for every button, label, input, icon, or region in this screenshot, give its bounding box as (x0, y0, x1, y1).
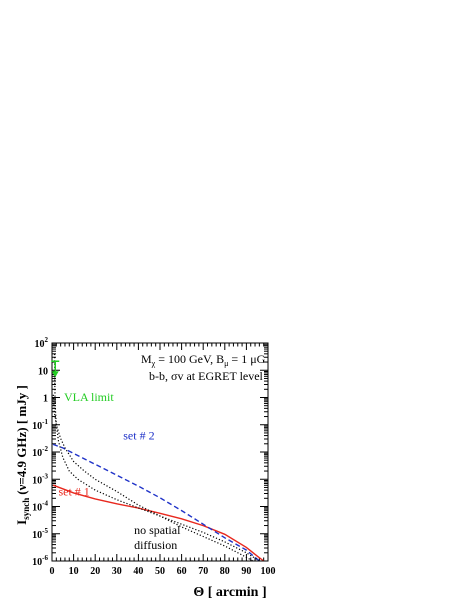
x-tick-label: 40 (133, 566, 143, 577)
x-tick-label: 90 (241, 566, 251, 577)
y-tick-label: 10-6 (32, 554, 48, 568)
y-tick-label: 102 (35, 336, 49, 350)
y-tick-label: 10-3 (32, 472, 48, 486)
x-tick-label: 10 (69, 566, 79, 577)
y-tick-label: 10-4 (32, 500, 48, 514)
vla-limit-label: VLA limit (64, 390, 114, 404)
y-tick-labels: 102 10 1 10-1 10-2 10-3 10-4 10-5 10-6 (32, 336, 48, 568)
x-tick-label: 0 (50, 566, 55, 577)
x-tick-label: 60 (177, 566, 187, 577)
annotation-channel: b-b, σv at EGRET level (149, 369, 264, 383)
x-tick-label: 70 (198, 566, 208, 577)
x-tick-label: 80 (220, 566, 230, 577)
series-label-1: set # 2 (123, 429, 154, 443)
x-axis-title: Θ [ arcmin ] (193, 585, 266, 600)
x-tick-label: 30 (112, 566, 122, 577)
y-tick-label: 10-5 (32, 527, 48, 541)
y-tick-label: 10 (38, 366, 48, 377)
series-label-2: no spatial diffusion (134, 523, 181, 552)
series-labels: set # 1 set # 2 no spatial diffusion (58, 429, 181, 552)
series-layer (52, 353, 265, 562)
vla-arrow-head (51, 371, 59, 378)
x-tick-label: 20 (90, 566, 100, 577)
y-tick-label: 10-2 (32, 445, 48, 459)
y-axis-title: Isynch(ν=4.9 GHz) [ mJy ] (14, 385, 31, 525)
plot-frame (51, 342, 269, 562)
annotation-mass-field: Mχ = 100 GeV, Bμ = 1 μG (141, 352, 266, 368)
vla-limit-marker (51, 360, 60, 378)
x-tick-label: 100 (261, 566, 276, 577)
series-line-3 (54, 353, 260, 562)
y-tick-label: 10-1 (32, 418, 48, 432)
series-line-1 (52, 443, 260, 562)
x-tick-label: 50 (155, 566, 165, 577)
x-tick-labels: 0 10 20 30 40 50 60 70 80 90 100 (50, 566, 276, 577)
series-label-0: set # 1 (58, 485, 89, 499)
y-tick-label: 1 (43, 394, 48, 405)
series-line-0 (52, 484, 265, 562)
